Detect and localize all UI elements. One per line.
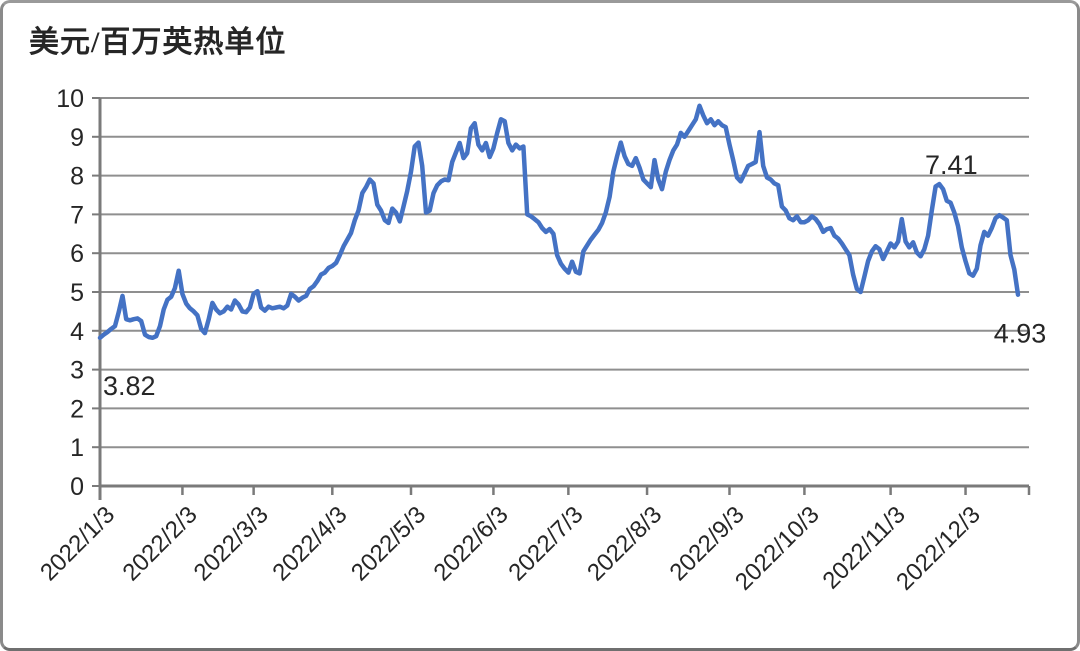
y-axis-label: 2 bbox=[70, 395, 84, 423]
y-axis-label: 7 bbox=[70, 201, 84, 229]
y-axis-label: 10 bbox=[56, 85, 84, 113]
x-axis-label: 2022/1/3 bbox=[35, 501, 120, 586]
x-axis-label: 2022/2/3 bbox=[118, 501, 203, 586]
x-axis-label: 2022/7/3 bbox=[503, 501, 588, 586]
data-label: 3.82 bbox=[103, 371, 156, 401]
x-axis-label: 2022/6/3 bbox=[429, 501, 514, 586]
y-axis-label: 8 bbox=[70, 163, 84, 191]
y-axis-label: 0 bbox=[70, 473, 84, 501]
y-axis-label: 5 bbox=[70, 279, 84, 307]
data-label: 7.41 bbox=[925, 150, 978, 180]
y-axis-label: 1 bbox=[70, 434, 84, 462]
data-label: 4.93 bbox=[994, 319, 1047, 349]
x-axis-label: 2022/3/3 bbox=[189, 501, 274, 586]
y-axis-label: 3 bbox=[70, 357, 84, 385]
x-axis-label: 2022/4/3 bbox=[267, 501, 352, 586]
price-line-chart: 0123456789102022/1/32022/2/32022/3/32022… bbox=[35, 85, 1047, 596]
x-axis-label: 2022/5/3 bbox=[346, 501, 431, 586]
chart-title: 美元/百万英热单位 bbox=[29, 26, 287, 59]
y-axis-label: 6 bbox=[70, 240, 84, 268]
y-axis-label: 9 bbox=[70, 124, 84, 152]
price-series-line bbox=[97, 103, 1021, 341]
x-axis-label: 2022/8/3 bbox=[582, 501, 667, 586]
y-axis-label: 4 bbox=[70, 318, 84, 346]
